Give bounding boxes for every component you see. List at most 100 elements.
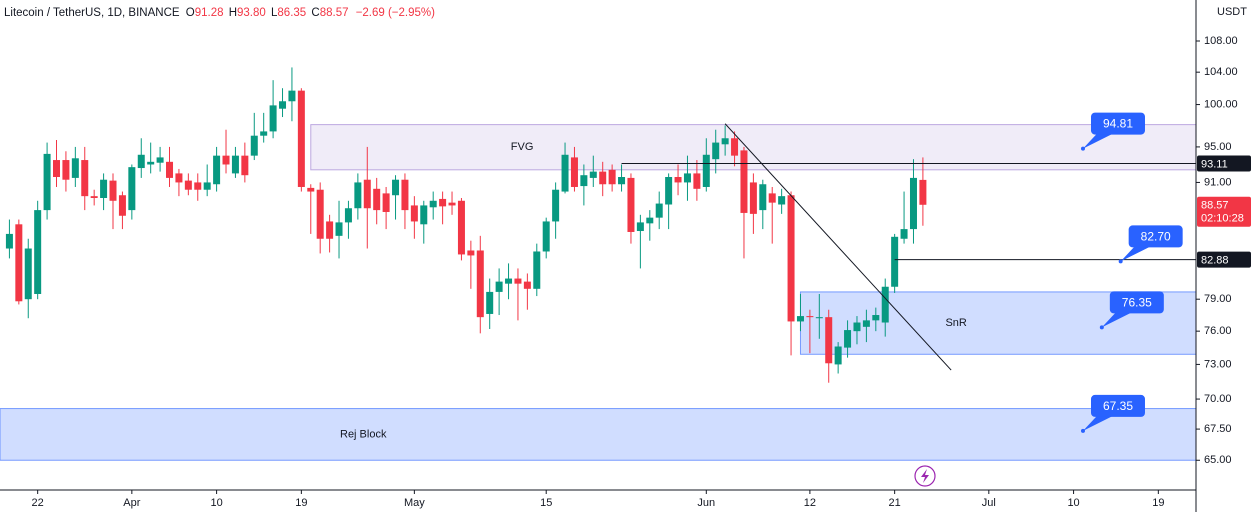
ohlc-value: 88.57: [320, 7, 349, 19]
candle-body: [81, 160, 89, 197]
candle-body: [344, 208, 352, 223]
x-tick-label: 12: [804, 497, 816, 509]
candle-body: [288, 90, 296, 102]
candle-body: [250, 135, 258, 156]
candle-body: [768, 193, 776, 203]
candle-body: [53, 160, 61, 178]
candle-body: [523, 281, 531, 289]
ohlc-value: 93.80: [237, 7, 266, 19]
candle-body: [618, 177, 626, 185]
zone-label: FVG: [511, 141, 534, 153]
candle-body: [570, 157, 578, 187]
candle-body: [24, 248, 32, 300]
candle-body: [326, 221, 334, 239]
candle-body: [674, 177, 682, 183]
candle-body: [721, 138, 729, 145]
candle-body: [373, 188, 381, 211]
zone-label: Rej Block: [340, 428, 387, 440]
y-tick-label: 91.00: [1204, 176, 1232, 188]
candle-body: [712, 142, 720, 160]
candle-body: [363, 179, 371, 209]
candle-body: [542, 221, 550, 252]
callout-point: [1099, 325, 1104, 330]
event-icon-bolt: [921, 469, 929, 483]
trendline: [724, 123, 952, 371]
callout-box: [1090, 394, 1145, 417]
candle-body: [608, 169, 616, 185]
callout-box: [1128, 225, 1183, 248]
callout-point: [1118, 259, 1123, 264]
candle-body: [533, 251, 541, 289]
y-tick-label: 100.00: [1204, 98, 1238, 110]
x-tick-label: 15: [540, 497, 552, 509]
zone-label: SnR: [945, 317, 966, 329]
candle-body: [702, 154, 710, 187]
x-tick-label: 19: [295, 497, 307, 509]
candle-body: [71, 158, 79, 178]
candle-body: [166, 161, 174, 178]
candle-body: [194, 182, 202, 190]
candle-body: [203, 182, 211, 190]
candle-body: [853, 322, 861, 332]
candle-body: [420, 205, 428, 225]
x-tick-label: May: [404, 497, 425, 509]
candle-body: [900, 229, 908, 239]
candle-body: [260, 131, 268, 136]
candle-body: [796, 316, 804, 322]
header: Litecoin / TetherUS, 1D, BINANCE O91.28 …: [4, 7, 435, 19]
candle-body: [881, 286, 889, 323]
candle-body: [759, 184, 767, 211]
y-tick-label: 67.50: [1204, 423, 1232, 435]
candle-body: [778, 196, 786, 205]
price-tag-label: 93.11: [1201, 158, 1228, 170]
candle-body: [382, 193, 390, 212]
candle-body: [552, 189, 560, 222]
candle-body: [636, 222, 644, 232]
layer-draw: 94.81 82.70 76.35 67.35: [621, 112, 1196, 433]
candle-body: [749, 182, 757, 214]
candle-body: [740, 150, 748, 213]
last-price-label: 88.57: [1201, 200, 1229, 212]
callout-label: 76.35: [1122, 296, 1152, 310]
callout-point: [1080, 146, 1085, 151]
candle-body: [43, 153, 51, 211]
currency: USDT: [1217, 6, 1247, 18]
callout-point: [1080, 428, 1085, 433]
candle-body: [231, 155, 239, 174]
candle-body: [147, 161, 155, 165]
symbol-title: Litecoin / TetherUS, 1D, BINANCE: [4, 7, 180, 19]
candle-body: [137, 154, 145, 169]
x-tick-label: 22: [32, 497, 44, 509]
candle-body: [787, 195, 795, 322]
candle-body: [589, 171, 597, 178]
candle-body: [505, 278, 513, 284]
candle-body: [392, 179, 400, 196]
callout-tail: [1120, 246, 1151, 262]
candle-body: [909, 177, 917, 230]
y-tick-label: 73.00: [1204, 358, 1232, 370]
candle-body: [448, 202, 456, 206]
y-tick-label: 79.00: [1204, 293, 1232, 305]
candle-body: [457, 200, 465, 255]
candle-body: [184, 180, 192, 190]
y-tick-label: 95.00: [1204, 141, 1232, 153]
candle-body: [62, 160, 70, 180]
ohlc-name: H: [229, 7, 237, 19]
y-tick-label: 108.00: [1204, 35, 1238, 47]
y-tick-label: 104.00: [1204, 66, 1238, 78]
callout-label: 82.70: [1141, 230, 1171, 244]
candle-body: [815, 317, 823, 319]
x-tick-label: 19: [1152, 497, 1164, 509]
candle-body: [109, 180, 117, 201]
callout-tail: [1082, 133, 1113, 149]
y-tick-label: 76.00: [1204, 325, 1232, 337]
candle-body: [627, 177, 635, 232]
candle-body: [919, 179, 927, 205]
price-tag: [1197, 251, 1251, 268]
candle-body: [844, 330, 852, 348]
candle-body: [241, 155, 249, 176]
zone: [310, 124, 1197, 171]
candle-body: [175, 173, 183, 183]
